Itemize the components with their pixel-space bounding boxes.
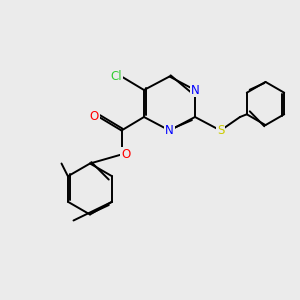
Text: O: O xyxy=(122,148,130,161)
Text: Cl: Cl xyxy=(110,70,122,83)
Text: N: N xyxy=(165,124,174,137)
Text: N: N xyxy=(190,83,200,97)
Text: S: S xyxy=(217,124,224,137)
Text: O: O xyxy=(90,110,99,124)
